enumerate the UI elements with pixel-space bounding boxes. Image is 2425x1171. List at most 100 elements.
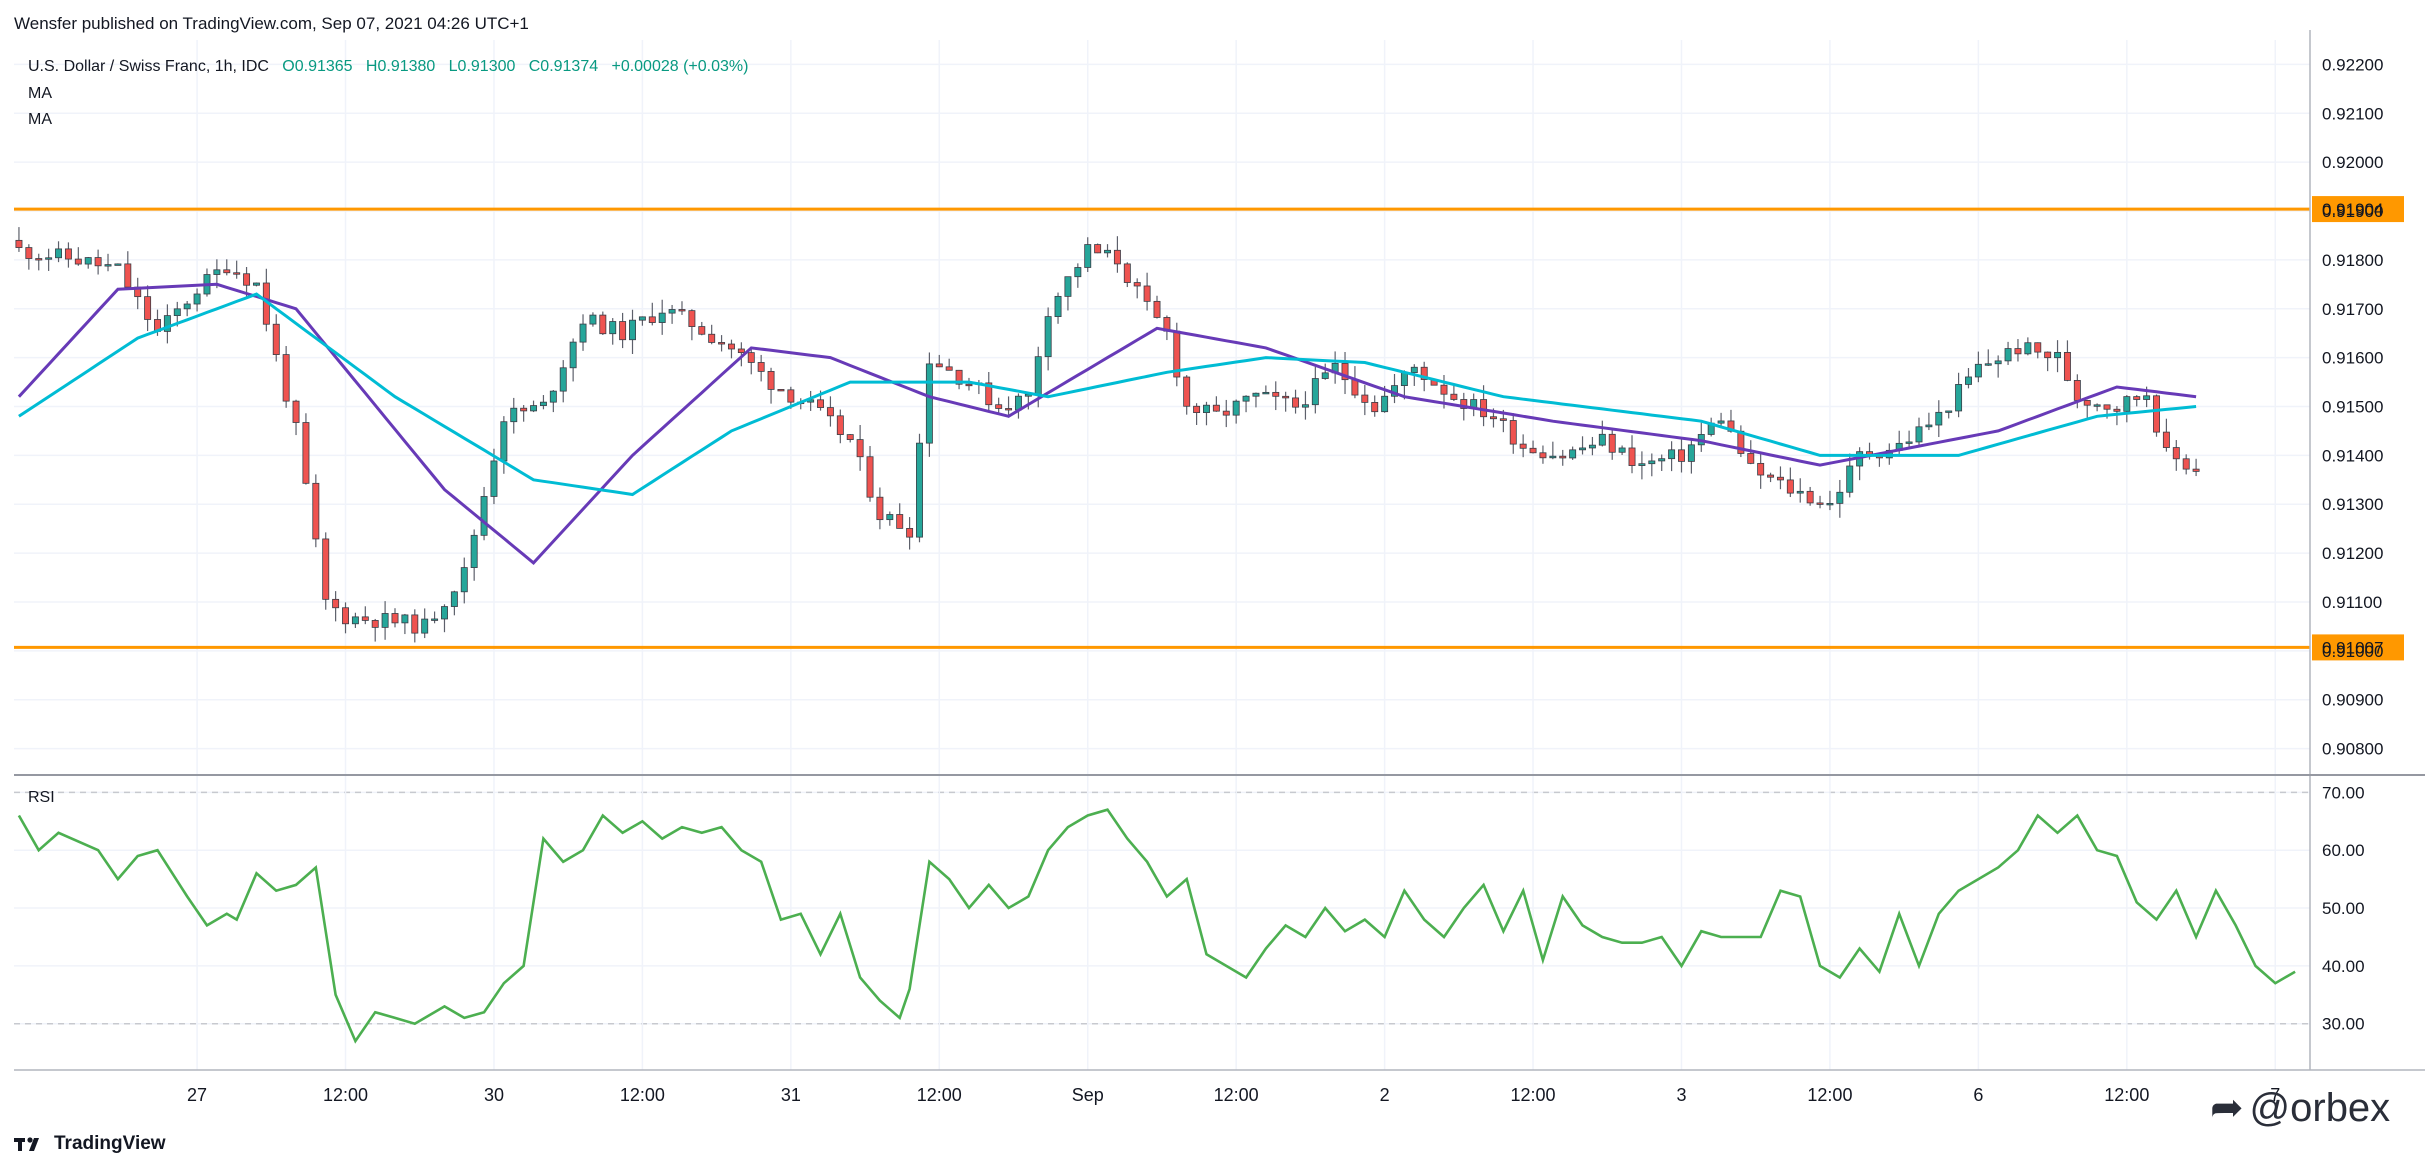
candle-down	[223, 269, 231, 274]
candle-down	[737, 348, 745, 354]
candle-up	[401, 614, 409, 624]
candle-up	[1965, 376, 1972, 385]
candle-up	[589, 314, 597, 325]
candle-up	[609, 321, 617, 335]
candle-down	[935, 363, 943, 368]
candle-down	[2162, 431, 2170, 448]
candle-down	[124, 263, 132, 288]
candle-up	[1301, 404, 1309, 408]
candle-up	[629, 319, 636, 341]
candle-down	[1341, 362, 1349, 381]
candle-down	[2192, 468, 2200, 472]
candle-up	[213, 269, 221, 275]
candle-down	[2014, 348, 2022, 355]
candle-down	[272, 323, 280, 355]
change-value: +0.00028 (+0.03%)	[611, 58, 749, 75]
candle-up	[1311, 378, 1319, 406]
candle-up	[1588, 444, 1596, 449]
candle-down	[292, 400, 300, 423]
candle-down	[1123, 263, 1131, 283]
candle-down	[2182, 458, 2190, 470]
candle-down	[1499, 418, 1507, 421]
candle-up	[658, 312, 666, 323]
candle-up	[421, 618, 429, 634]
candle-up	[638, 316, 646, 321]
candle-down	[866, 456, 874, 498]
candle-down	[995, 404, 1003, 409]
candle-up	[2143, 395, 2151, 400]
candle-down	[1519, 443, 1527, 449]
candle-down	[985, 382, 993, 406]
candle-up	[1400, 372, 1408, 386]
candle-up	[569, 341, 577, 369]
candle-down	[2172, 447, 2180, 460]
rsi-legend[interactable]: RSI	[28, 789, 55, 806]
price-tick-label: 0.91100	[2322, 593, 2382, 612]
axes: 0.92200 0.92100 0.92000 0.91900 0.91800 0.917…	[14, 30, 2425, 1105]
open-value: O0.91365	[282, 58, 353, 75]
ma-legend-2[interactable]: MA	[28, 111, 52, 128]
moving-averages	[17, 282, 2197, 565]
candle-down	[856, 439, 864, 458]
candle-up	[351, 616, 359, 625]
candle-down	[1816, 502, 1824, 505]
candle-up	[1925, 424, 1933, 428]
candle-down	[708, 333, 716, 343]
time-tick-label: 31	[781, 1085, 801, 1105]
candle-down	[1292, 397, 1300, 408]
ma-legend-1[interactable]: MA	[28, 85, 52, 102]
close-value: C0.91374	[528, 58, 599, 75]
candle-down	[906, 528, 914, 538]
price-tick-label: 0.91200	[2322, 544, 2383, 563]
candle-down	[896, 514, 904, 529]
candle-down	[361, 616, 369, 621]
rsi-tick-label: 60.00	[2322, 841, 2365, 860]
candle-up	[2123, 396, 2131, 412]
candle-up	[1104, 249, 1111, 254]
candle-down	[648, 316, 656, 323]
price-tick-label: 0.92100	[2322, 104, 2383, 123]
candle-up	[1905, 441, 1913, 444]
candle-down	[1351, 379, 1359, 396]
price-tick-label: 0.91700	[2322, 300, 2383, 319]
candle-up	[2004, 348, 2012, 362]
candle-down	[1272, 391, 1280, 397]
candle-up	[539, 401, 547, 406]
level-price-tag	[2312, 196, 2404, 223]
candle-up	[549, 390, 557, 403]
grid	[14, 40, 2310, 1070]
candle-down	[777, 389, 785, 392]
candle-down	[1757, 462, 1765, 476]
low-value: L0.91300	[448, 58, 516, 75]
candle-down	[302, 422, 310, 484]
candle-up	[193, 293, 201, 305]
candle-down	[817, 399, 825, 408]
rsi-line	[17, 808, 2296, 1044]
candle-down	[1747, 453, 1755, 464]
candle-up	[1945, 410, 1953, 413]
candle-down	[2103, 404, 2111, 410]
candle-up	[1668, 449, 1676, 460]
candle-up	[1826, 502, 1834, 506]
tradingview-logo-icon	[14, 1137, 39, 1151]
candle-up	[1034, 356, 1042, 395]
candle-down	[678, 309, 686, 312]
candle-up	[470, 534, 478, 568]
candle-down	[1113, 249, 1121, 265]
candle-up	[916, 442, 923, 538]
candle-down	[1440, 384, 1448, 395]
candle-up	[1846, 465, 1854, 493]
candle-down	[2034, 342, 2042, 353]
candle-up	[1084, 244, 1092, 268]
candle-down	[1420, 366, 1428, 380]
candle-down	[1371, 401, 1379, 413]
rsi-tick-label: 70.00	[2322, 783, 2365, 802]
candle-down	[718, 342, 726, 345]
candle-down	[1212, 404, 1220, 412]
candle-up	[1569, 449, 1577, 459]
candle-down	[1094, 244, 1102, 254]
horizontal-levels: 0.91904 0.91007	[14, 196, 2404, 661]
candle-down	[826, 407, 834, 417]
candle-down	[757, 362, 765, 372]
footer-brand[interactable]: TradingView	[14, 1133, 166, 1155]
